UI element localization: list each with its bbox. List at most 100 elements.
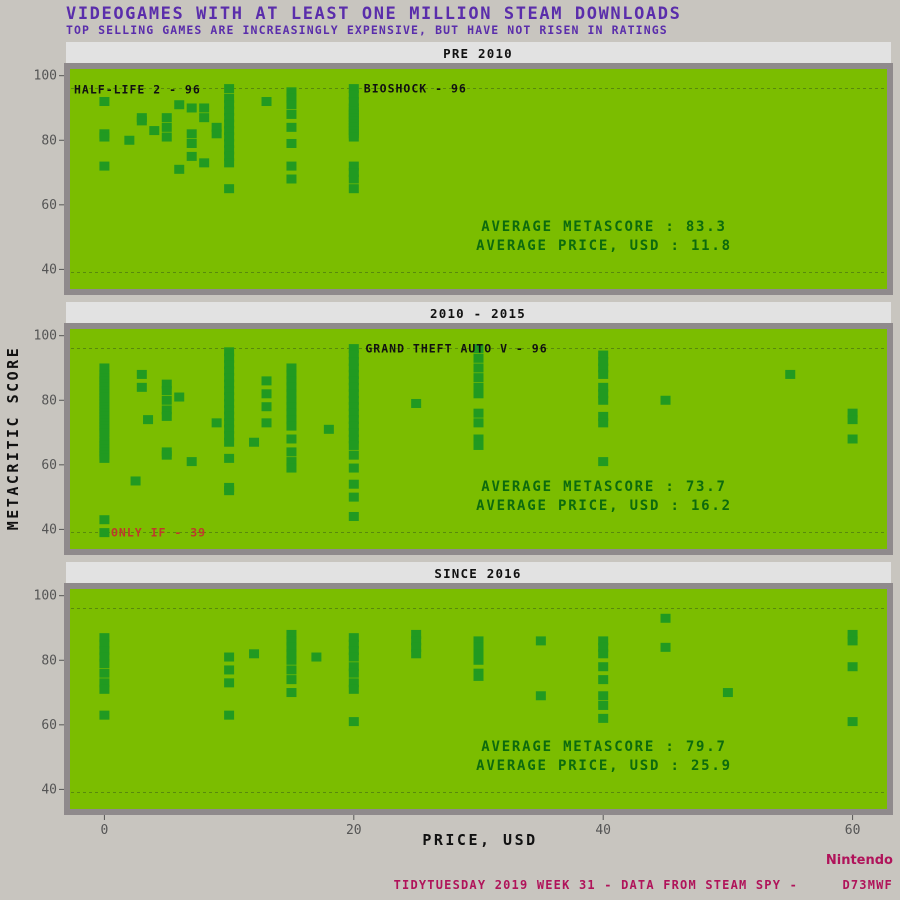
data-point <box>286 655 297 665</box>
data-point <box>348 684 359 694</box>
data-point <box>348 463 359 473</box>
y-tick-label: 100 <box>34 589 57 604</box>
y-tick-label: 40 <box>41 262 57 277</box>
data-point <box>473 636 484 646</box>
data-point <box>224 126 235 136</box>
data-point <box>348 678 359 688</box>
facet-strip-label: SINCE 2016 <box>434 566 521 581</box>
facet-strip-label: 2010 - 2015 <box>430 306 526 321</box>
data-point <box>149 126 160 136</box>
data-point <box>249 437 260 447</box>
facet-panels: PRE 2010 40 60 80 100 HALF-LIFE 2 - 96 BIOSHOC… <box>34 42 893 815</box>
data-point <box>224 151 235 161</box>
data-point <box>286 629 297 639</box>
data-point <box>411 398 422 408</box>
data-point <box>224 453 235 463</box>
data-point <box>286 100 297 110</box>
data-point <box>161 113 172 123</box>
data-point <box>199 113 210 123</box>
data-point <box>224 665 235 675</box>
facet-strip <box>66 302 891 324</box>
data-point <box>348 174 359 184</box>
data-point <box>348 415 359 425</box>
data-point <box>473 434 484 444</box>
data-point <box>598 382 609 392</box>
y-tick-label: 100 <box>34 69 57 84</box>
data-point <box>598 691 609 701</box>
y-tick-label: 60 <box>41 458 57 473</box>
data-point <box>473 382 484 392</box>
y-tick-label: 80 <box>41 133 57 148</box>
data-point <box>99 710 110 720</box>
data-point <box>286 174 297 184</box>
data-point <box>286 463 297 473</box>
facet-strip-label: PRE 2010 <box>443 46 513 61</box>
data-point <box>136 369 147 379</box>
data-point <box>348 717 359 727</box>
data-point <box>473 389 484 399</box>
data-point <box>598 700 609 710</box>
data-point <box>261 97 272 107</box>
data-point <box>348 395 359 405</box>
data-point <box>348 357 359 367</box>
data-point <box>224 373 235 383</box>
data-point <box>473 440 484 450</box>
facet-strip <box>66 42 891 64</box>
data-point <box>598 357 609 367</box>
data-point <box>847 434 858 444</box>
annotation-label: HALF-LIFE 2 - 96 <box>74 83 201 97</box>
data-point <box>224 405 235 415</box>
x-tick-label: 40 <box>595 823 611 838</box>
data-point <box>348 633 359 643</box>
data-point <box>224 93 235 103</box>
data-point <box>286 87 297 97</box>
data-point <box>261 402 272 412</box>
data-point <box>136 382 147 392</box>
data-point <box>186 103 197 113</box>
data-point <box>348 646 359 656</box>
x-axis: 0 20 40 60 <box>100 815 860 838</box>
data-point <box>286 675 297 685</box>
data-point <box>224 379 235 389</box>
data-point <box>348 376 359 386</box>
data-point <box>99 428 110 438</box>
data-point <box>286 395 297 405</box>
data-point <box>847 636 858 646</box>
data-point <box>348 440 359 450</box>
data-point <box>286 421 297 431</box>
data-point <box>348 408 359 418</box>
annotation-label: GRAND THEFT AUTO V - 96 <box>365 342 547 356</box>
data-point <box>598 418 609 428</box>
y-tick-label: 60 <box>41 198 57 213</box>
data-point <box>473 671 484 681</box>
data-point <box>598 389 609 399</box>
nintendo-logo: Nintendo <box>826 853 893 868</box>
average-price: AVERAGE PRICE, USD : 11.8 <box>476 238 732 254</box>
data-point <box>211 122 222 132</box>
data-point <box>224 184 235 194</box>
panel-background <box>64 583 893 815</box>
data-point <box>286 649 297 659</box>
data-point <box>348 84 359 94</box>
data-point <box>473 642 484 652</box>
data-point <box>224 710 235 720</box>
y-tick-label: 40 <box>41 782 57 797</box>
data-point <box>161 405 172 415</box>
data-point <box>174 392 185 402</box>
data-point <box>261 389 272 399</box>
data-point <box>286 447 297 457</box>
data-point <box>598 411 609 421</box>
data-point <box>348 652 359 662</box>
data-point <box>286 688 297 698</box>
data-point <box>99 684 110 694</box>
data-point <box>348 168 359 178</box>
data-point <box>348 492 359 502</box>
data-point <box>348 389 359 399</box>
data-point <box>161 450 172 460</box>
data-point <box>224 652 235 662</box>
data-point <box>348 363 359 373</box>
facet-strip <box>66 562 891 584</box>
data-point <box>130 476 141 486</box>
data-point <box>174 100 185 110</box>
data-point <box>473 353 484 363</box>
